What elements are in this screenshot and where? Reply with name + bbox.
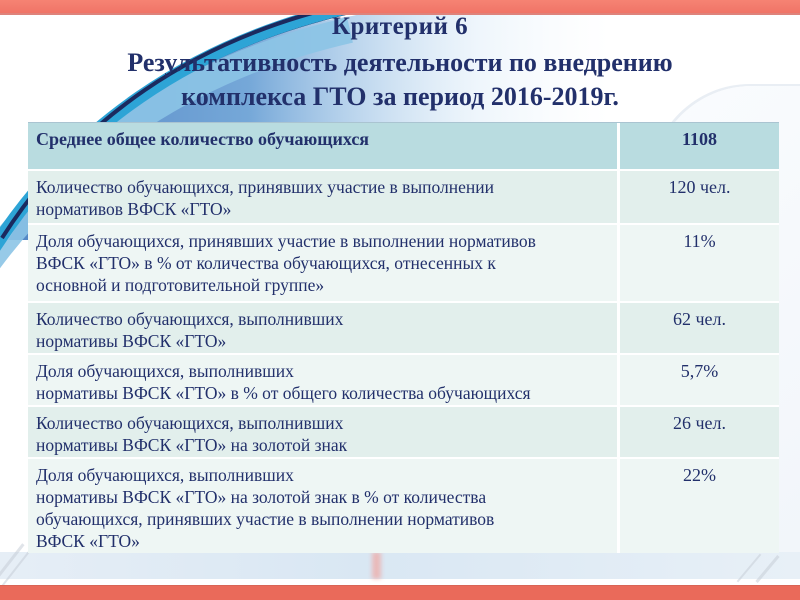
table-row: Количество обучающихся, выполнивших норм…	[28, 405, 779, 457]
criterion-value-cell: 62 чел.	[617, 303, 779, 353]
slide-subtitle-line1: Результативность деятельности по внедрен…	[127, 48, 673, 77]
criterion-label-cell: Количество обучающихся, выполнивших норм…	[36, 309, 344, 351]
criterion-value-cell: 120 чел.	[617, 171, 779, 223]
bottom-accent-bar	[0, 585, 800, 600]
table-row: Количество обучающихся, выполнивших норм…	[28, 301, 779, 353]
criterion-label-cell: Количество обучающихся, выполнивших норм…	[36, 413, 348, 455]
criterion-label-cell: Количество обучающихся, принявших участи…	[36, 177, 495, 219]
table-row: Количество обучающихся, принявших участи…	[28, 169, 779, 223]
slide-title: Критерий 6	[331, 13, 469, 40]
results-table: Среднее общее количество обучающихся 110…	[28, 122, 779, 553]
table-header-row: Среднее общее количество обучающихся 110…	[28, 123, 779, 169]
table-row: Доля обучающихся, принявших участие в вы…	[28, 223, 779, 301]
criterion-label-cell: Среднее общее количество обучающихся	[36, 129, 370, 149]
criterion-value-cell: 11%	[617, 225, 779, 301]
bottom-band-decoration	[0, 552, 800, 579]
criterion-value-cell: 26 чел.	[617, 407, 779, 457]
slide-subtitle-line2: комплекса ГТО за период 2016-2019г.	[181, 82, 619, 111]
criterion-value-cell: 22%	[617, 459, 779, 553]
criterion-value-cell: 1108	[617, 123, 779, 169]
table-row: Доля обучающихся, выполнивших нормативы …	[28, 353, 779, 405]
criterion-label-cell: Доля обучающихся, принявших участие в вы…	[36, 231, 536, 295]
criterion-value-cell: 5,7%	[617, 355, 779, 405]
table-row: Доля обучающихся, выполнивших нормативы …	[28, 457, 779, 553]
top-accent-bar	[0, 0, 800, 15]
criterion-label-cell: Доля обучающихся, выполнивших нормативы …	[36, 465, 495, 551]
criterion-label-cell: Доля обучающихся, выполнивших нормативы …	[36, 361, 531, 403]
pink-line-decoration	[372, 552, 381, 579]
